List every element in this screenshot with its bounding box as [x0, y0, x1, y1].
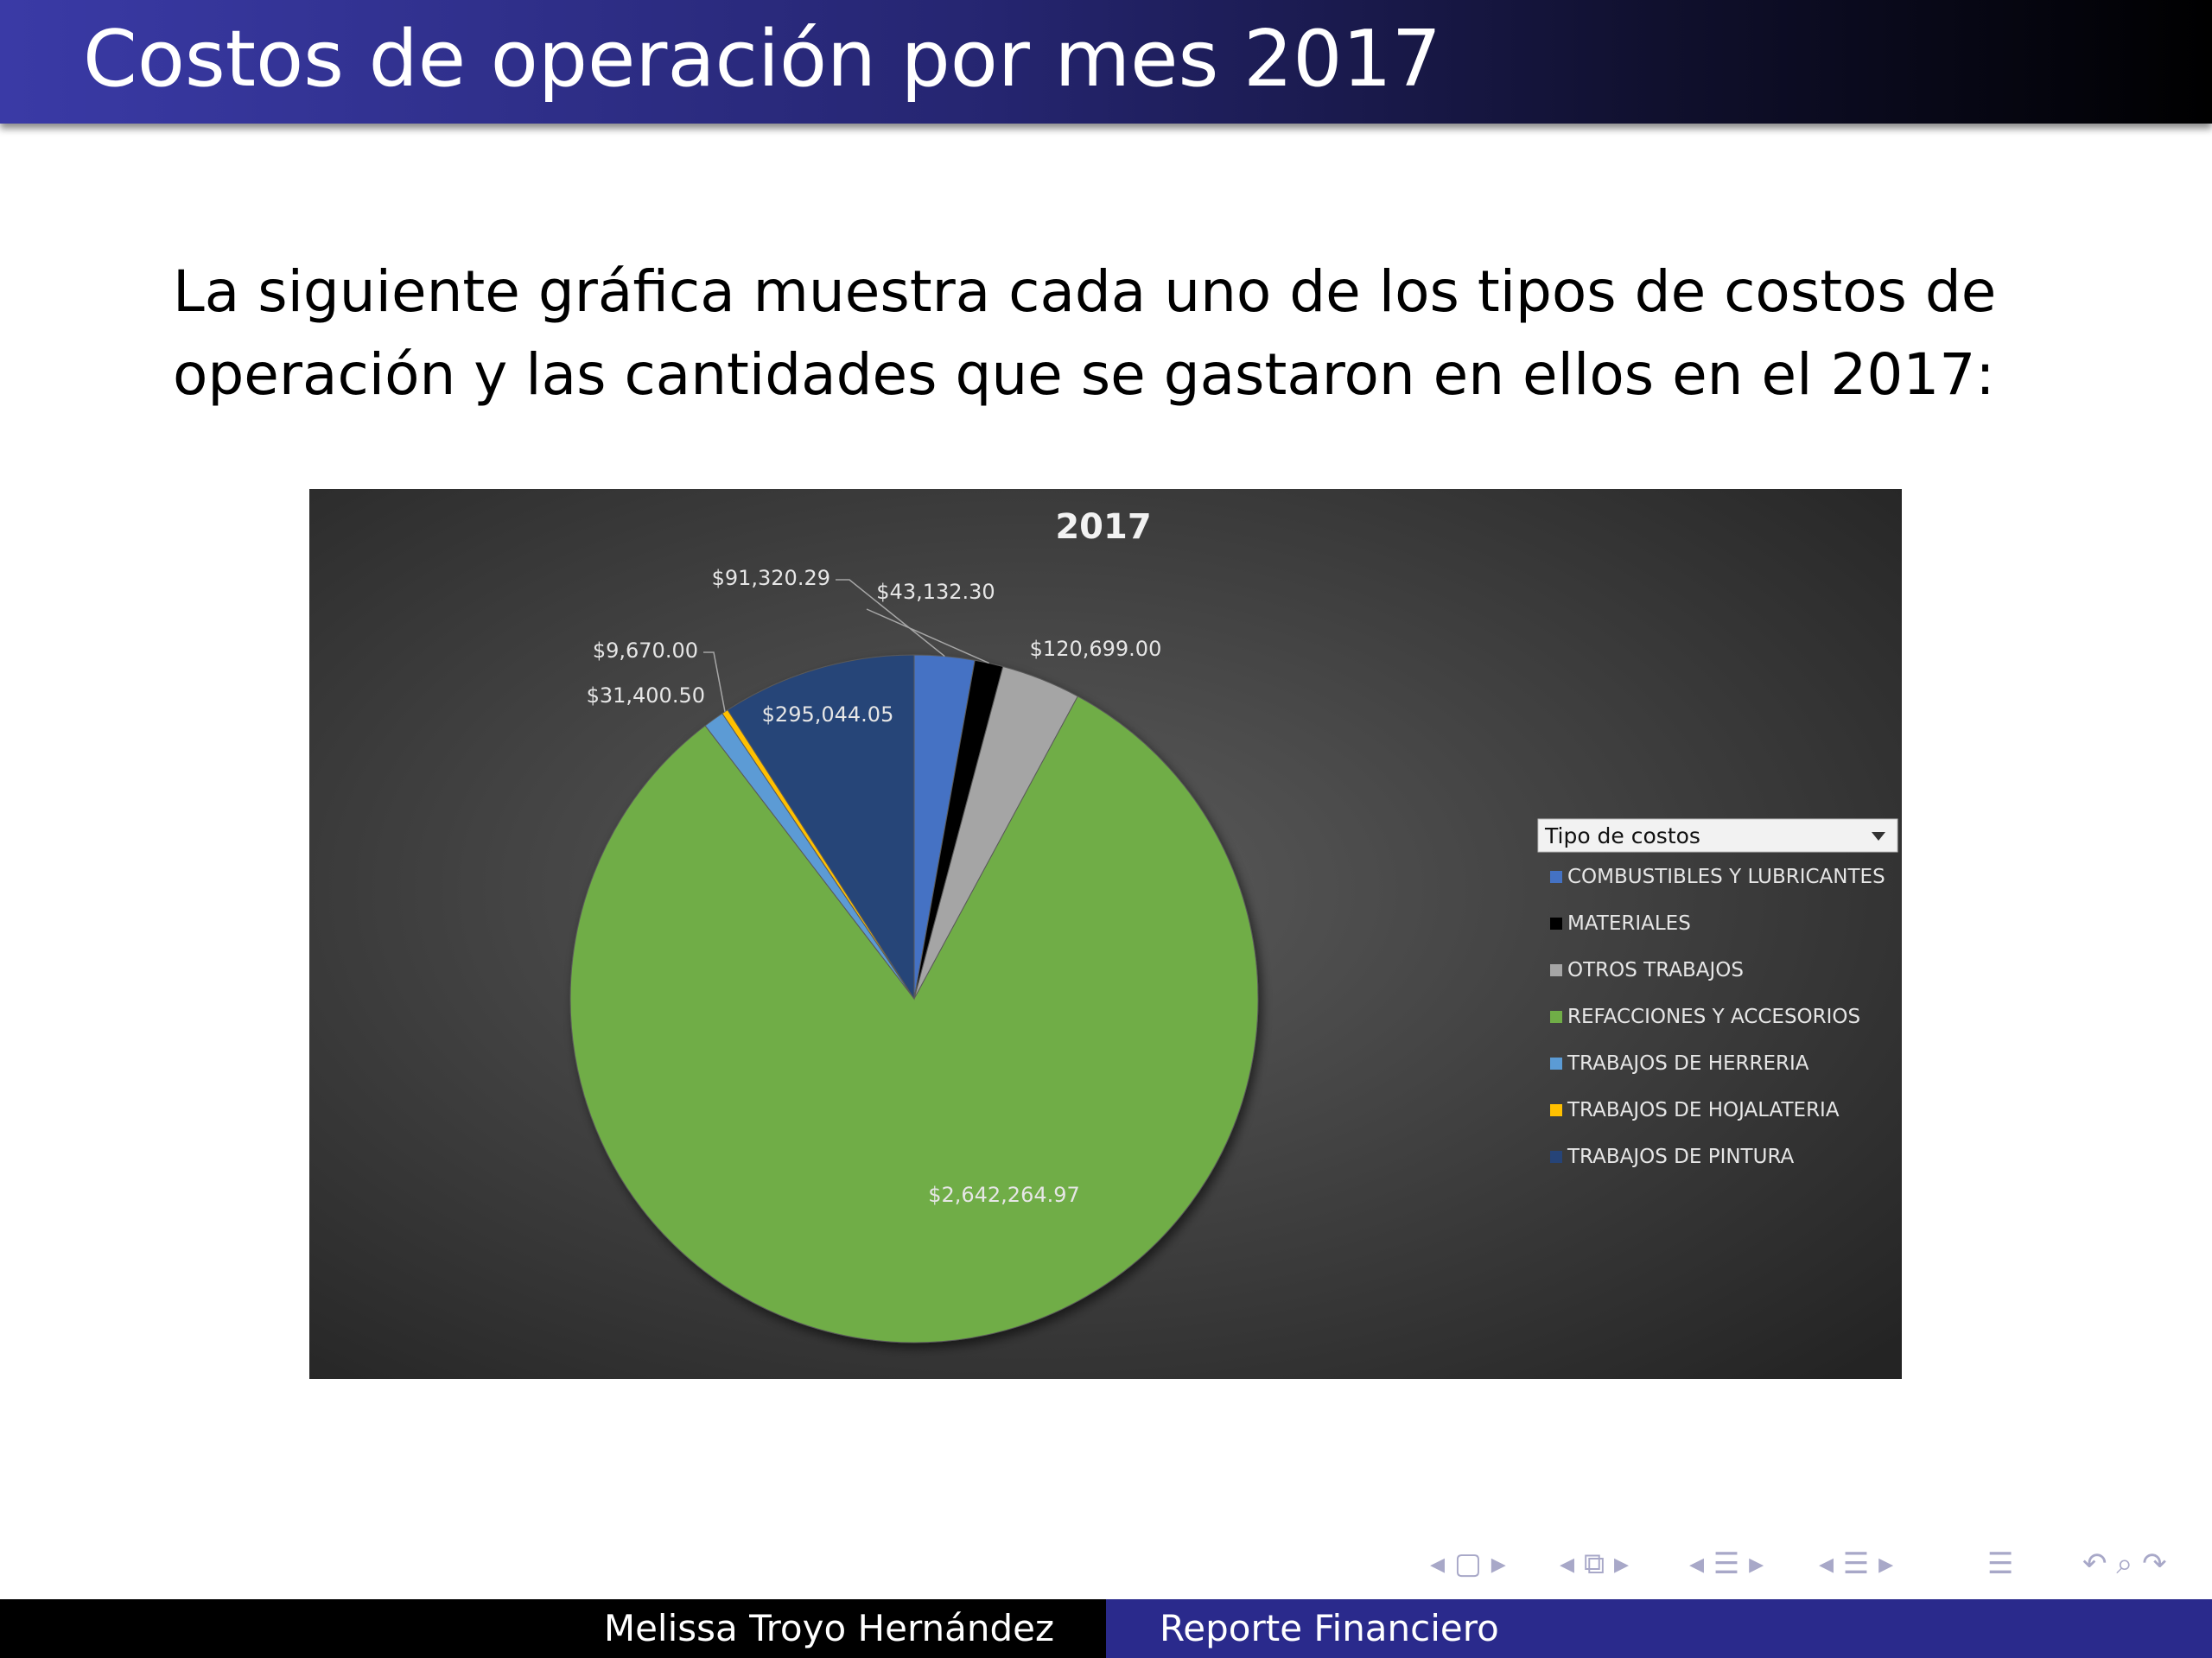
legend-items: COMBUSTIBLES Y LUBRICANTES MATERIALES OTRO… — [1550, 866, 1885, 1168]
data-labels: $91,320.29 $43,132.30 $120,699.00 $2,642,26… — [587, 566, 1162, 1207]
leader-line-combustibles-y-lubricantes — [836, 579, 945, 657]
chevron-down-icon[interactable] — [1872, 832, 1885, 841]
data-label-materiales: $43,132.30 — [876, 580, 995, 604]
nav-subsection-icons[interactable]: ◂ ⧉ ▸ — [1560, 1547, 1630, 1581]
legend: Tipo de costos COMBUSTIBLES Y LUBRICANTE… — [1537, 818, 1898, 1168]
legend-swatch-materiales — [1550, 918, 1562, 930]
legend-item-trabajos-de-herreria[interactable]: TRABAJOS DE HERRERIA — [1567, 1052, 1809, 1075]
chart-title: 2017 — [1055, 507, 1151, 547]
pie-slice-refacciones-y-accesorios[interactable] — [569, 696, 1259, 1344]
leader-lines — [703, 579, 989, 712]
legend-item-materiales[interactable]: MATERIALES — [1567, 912, 1691, 935]
data-label-refacciones-y-accesorios: $2,642,264.97 — [928, 1183, 1080, 1207]
legend-swatch-otros-trabajos — [1550, 964, 1562, 976]
data-label-trabajos-de-pintura: $295,044.05 — [762, 702, 894, 727]
legend-item-refacciones-y-accesorios[interactable]: REFACCIONES Y ACCESORIOS — [1567, 1006, 1860, 1028]
beamer-navigation: ◂ ▢ ▸ ◂ ⧉ ▸ ◂ ☰ ▸ ◂ ☰ ▸ ☰ ↶ ⌕ ↷ — [1430, 1547, 2190, 1585]
legend-swatch-refacciones-y-accesorios — [1550, 1011, 1562, 1023]
leader-line-trabajos-de-hojalateria — [703, 651, 726, 712]
legend-item-otros-trabajos[interactable]: OTROS TRABAJOS — [1567, 959, 1744, 981]
data-label-trabajos-de-herreria: $31,400.50 — [587, 683, 705, 708]
legend-header-box[interactable] — [1537, 818, 1898, 853]
leader-line-materiales — [866, 608, 989, 664]
nav-frame-icons[interactable]: ◂ ▢ ▸ — [1430, 1547, 1506, 1581]
legend-item-trabajos-de-pintura[interactable]: TRABAJOS DE PINTURA — [1567, 1146, 1794, 1168]
nav-search-icons[interactable]: ↶ ⌕ ↷ — [2082, 1547, 2167, 1581]
footer-report: Reporte Financiero — [1106, 1599, 2212, 1658]
pie-chart: 2017 $91,320.29 $43,132.30 $120,699.00 $2,6… — [309, 489, 1902, 1379]
slide-title: Costos de operación por mes 2017 — [83, 14, 1442, 105]
legend-swatch-trabajos-de-hojalateria — [1550, 1104, 1562, 1116]
footer-author: Melissa Troyo Hernández — [0, 1599, 1106, 1658]
legend-item-trabajos-de-hojalateria[interactable]: TRABAJOS DE HOJALATERIA — [1567, 1099, 1840, 1121]
pie-slices — [569, 654, 1259, 1344]
data-label-otros-trabajos: $120,699.00 — [1030, 637, 1162, 661]
nav-presentation-icons[interactable]: ◂ ☰ ▸ — [1819, 1547, 1894, 1581]
pie-slice-trabajos-de-pintura[interactable] — [727, 654, 915, 1001]
legend-swatch-combustibles-y-lubricantes — [1550, 871, 1562, 883]
title-bar: Costos de operación por mes 2017 — [0, 0, 2212, 124]
legend-header: Tipo de costos — [1544, 823, 1700, 848]
footer: Melissa Troyo Hernández Reporte Financie… — [0, 1599, 2212, 1658]
legend-swatch-trabajos-de-pintura — [1550, 1151, 1562, 1163]
data-label-combustibles-y-lubricantes: $91,320.29 — [712, 566, 830, 590]
data-label-trabajos-de-hojalateria: $9,670.00 — [593, 638, 698, 663]
nav-list-icon[interactable]: ☰ — [1987, 1547, 2014, 1581]
legend-swatch-trabajos-de-herreria — [1550, 1058, 1562, 1070]
intro-text: La siguiente gráfica muestra cada uno de… — [173, 258, 1997, 408]
legend-item-combustibles-y-lubricantes[interactable]: COMBUSTIBLES Y LUBRICANTES — [1567, 866, 1885, 888]
nav-section-icons[interactable]: ◂ ☰ ▸ — [1689, 1547, 1764, 1581]
